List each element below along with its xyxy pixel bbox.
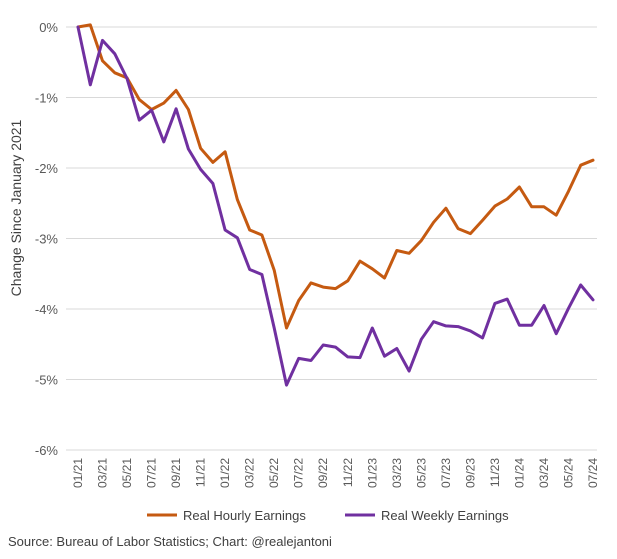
x-tick-label: 03/24: [537, 458, 551, 488]
x-tick-label: 01/23: [365, 458, 379, 488]
x-tick-label: 07/21: [145, 458, 159, 488]
series-line-real-hourly-earnings: [76, 23, 595, 330]
x-axis-ticks: 01/21 03/21 05/21 07/21 09/21 11/21 01/22 03/22…: [71, 458, 600, 488]
legend: Real Hourly Earnings Real Weekly Earnings: [147, 508, 509, 523]
legend-label: Real Weekly Earnings: [381, 508, 509, 523]
x-tick-label: 07/23: [439, 458, 453, 488]
x-tick-label: 03/23: [390, 458, 404, 488]
x-tick-label: 07/22: [292, 458, 306, 488]
y-tick-label: -1%: [35, 91, 59, 106]
y-tick-label: -3%: [35, 232, 59, 247]
y-axis-ticks: 0% -1% -2% -3% -4% -5% -6%: [35, 20, 59, 458]
series-lines: [76, 23, 595, 387]
x-tick-label: 11/21: [194, 458, 208, 487]
y-tick-label: -6%: [35, 443, 59, 458]
x-tick-label: 01/24: [512, 458, 526, 488]
y-tick-label: -5%: [35, 373, 59, 388]
y-tick-label: -4%: [35, 302, 59, 317]
x-tick-label: 05/24: [561, 458, 575, 488]
x-tick-label: 05/21: [120, 458, 134, 488]
y-tick-label: -2%: [35, 161, 59, 176]
x-tick-label: 05/22: [267, 458, 281, 488]
grid-lines: [66, 26, 597, 451]
x-tick-label: 09/21: [169, 458, 183, 488]
x-tick-label: 01/21: [71, 458, 85, 488]
x-tick-label: 09/23: [463, 458, 477, 488]
x-tick-label: 11/23: [488, 458, 502, 487]
x-tick-label: 05/23: [414, 458, 428, 488]
x-tick-label: 09/22: [316, 458, 330, 488]
source-note: Source: Bureau of Labor Statistics; Char…: [8, 534, 332, 549]
x-tick-label: 11/22: [341, 458, 355, 487]
x-tick-label: 03/22: [243, 458, 257, 488]
x-tick-label: 07/24: [586, 458, 600, 488]
x-tick-label: 01/22: [218, 458, 232, 488]
y-tick-label: 0%: [39, 20, 58, 35]
y-axis-label: Change Since January 2021: [8, 119, 24, 296]
series-line-real-weekly-earnings: [76, 25, 595, 387]
legend-label: Real Hourly Earnings: [183, 508, 306, 523]
x-tick-label: 03/21: [96, 458, 110, 488]
